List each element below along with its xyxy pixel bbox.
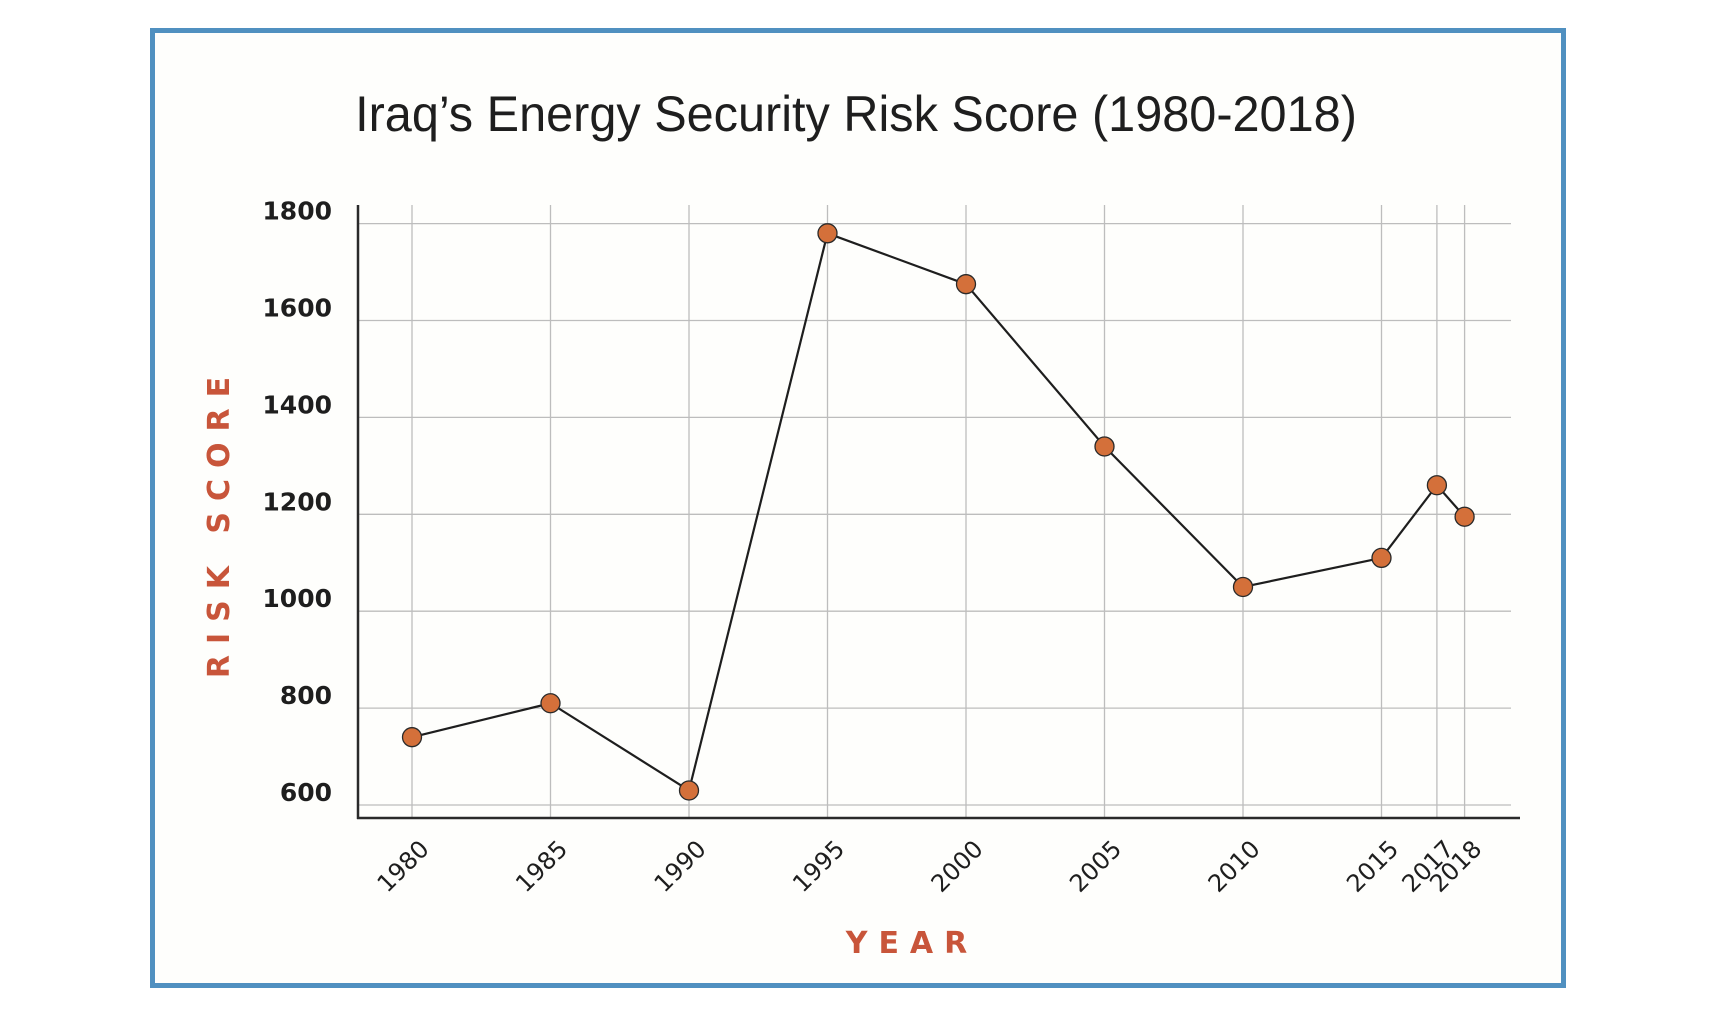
data-point-2015: [1371, 547, 1392, 569]
y-tick-label: 800: [280, 681, 332, 710]
x-tick-label: 2015: [1341, 835, 1404, 898]
grid: [358, 205, 1511, 818]
y-tick-labels: 600 800 1000 1200 1400 1600 1800: [262, 197, 332, 807]
x-tick-label: 2010: [1203, 835, 1266, 898]
axes: [356, 205, 1520, 820]
x-axis-label: YEAR: [845, 926, 979, 961]
y-tick-label: 1400: [262, 390, 332, 419]
data-point-1980: [401, 727, 423, 748]
data-point-1990: [678, 780, 700, 801]
data-point-2000: [955, 274, 977, 295]
chart-title: Iraq’s Energy Security Risk Score (1980-…: [355, 86, 1357, 142]
x-tick-label: 1980: [372, 835, 435, 898]
data-point-1995: [817, 223, 838, 244]
data-point-1985: [540, 693, 561, 714]
x-tick-label: 1990: [649, 835, 712, 898]
x-tick-label: 1985: [510, 835, 573, 898]
data-point-2017: [1426, 475, 1448, 496]
y-tick-label: 600: [280, 778, 332, 807]
y-axis-label: RISK SCORE: [202, 366, 237, 678]
series-line: [411, 232, 1466, 792]
x-tick-label: 2005: [1064, 835, 1127, 898]
y-tick-label: 1600: [262, 294, 332, 323]
y-tick-label: 1000: [262, 584, 332, 613]
series-risk-score: [401, 223, 1475, 801]
y-tick-label: 1200: [262, 487, 332, 516]
chart-frame: [150, 28, 1566, 988]
y-tick-label: 1800: [262, 197, 332, 226]
data-point-2005: [1094, 436, 1115, 457]
x-tick-label: 2000: [926, 835, 989, 898]
data-point-2010: [1232, 576, 1254, 598]
data-point-2018: [1454, 506, 1475, 527]
x-tick-label: 1995: [787, 835, 850, 898]
